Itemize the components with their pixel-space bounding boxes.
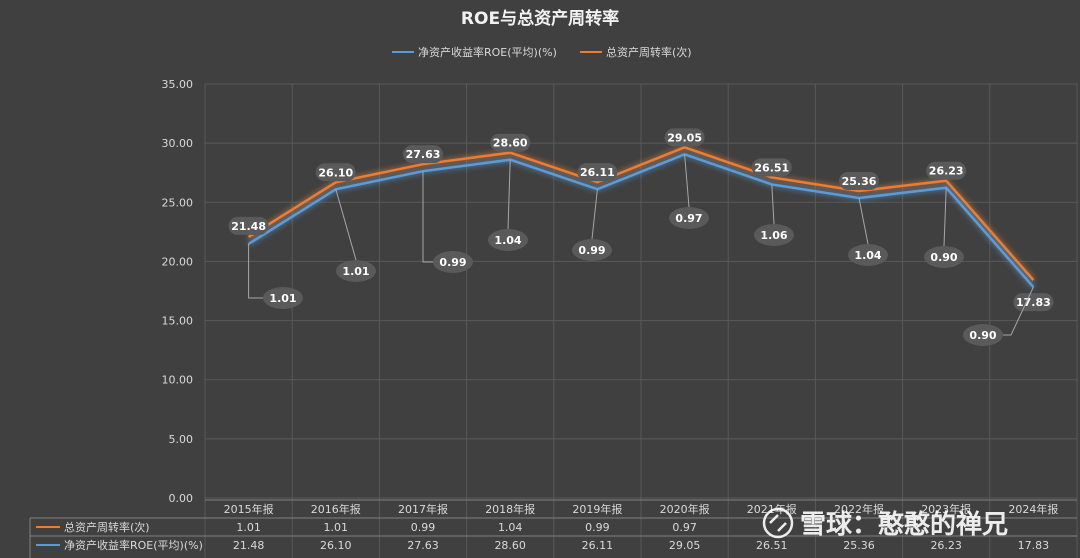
table-cell: 27.63 <box>407 539 439 552</box>
y-tick-label: 15.00 <box>162 315 194 328</box>
turnover-leader-line <box>335 189 357 261</box>
y-tick-label: 25.00 <box>162 196 194 209</box>
turnover-leader-line <box>248 243 263 299</box>
turnover-data-label-box <box>572 239 612 261</box>
table-cell: 0.99 <box>585 521 610 534</box>
roe-data-label-box <box>228 216 269 235</box>
table-cell: 26.10 <box>320 539 352 552</box>
turnover-data-label-box <box>336 260 376 282</box>
series-line-roe <box>247 153 1035 288</box>
series-line-turnover <box>247 146 1035 281</box>
table-cell: 26.23 <box>930 539 962 552</box>
x-category-label: 2023年报 <box>921 502 971 516</box>
turnover-leader-line <box>943 187 947 247</box>
turnover-data-label-box <box>963 324 1003 346</box>
table-cell: 0.99 <box>411 521 436 534</box>
table-cell: 26.11 <box>582 539 614 552</box>
watermark: 雪球：憨憨的禅兄 <box>762 507 1008 540</box>
table-cell: 26.51 <box>756 539 788 552</box>
watermark-logo-mark <box>769 514 787 532</box>
turnover-leader-line <box>1003 286 1034 336</box>
turnover-data-label-box <box>848 244 888 266</box>
chart-title: ROE与总资产周转率 <box>461 8 619 29</box>
turnover-data-label-box <box>488 229 528 251</box>
table-cell: 1.04 <box>498 521 523 534</box>
turnover-leader-line <box>684 154 690 208</box>
turnover-data-label: 0.90 <box>930 251 957 264</box>
turnover-data-label: 0.90 <box>969 329 996 342</box>
y-tick-label: 5.00 <box>169 433 194 446</box>
table-cell: 0.97 <box>672 521 697 534</box>
turnover-leader-line <box>591 189 598 240</box>
roe-data-label-box <box>1013 293 1054 312</box>
turnover-data-label: 0.99 <box>578 244 605 257</box>
x-category-label: 2018年报 <box>485 502 535 516</box>
roe-data-label-box <box>403 145 443 164</box>
roe-data-label: 26.10 <box>318 166 353 179</box>
turnover-data-label: 1.04 <box>494 234 521 247</box>
turnover-data-label: 1.04 <box>854 249 881 262</box>
watermark-text: 雪球：憨憨的禅兄 <box>800 509 1008 540</box>
turnover-data-label: 0.99 <box>439 256 466 269</box>
roe-data-label-box <box>490 133 531 152</box>
turnover-data-label: 1.01 <box>342 265 369 278</box>
turnover-leader-line <box>422 171 433 263</box>
table-row-name: 净资产收益率ROE(平均)(%) <box>64 538 203 552</box>
turnover-data-label-box <box>433 251 473 273</box>
roe-data-label: 17.83 <box>1016 296 1051 309</box>
roe-data-label: 21.48 <box>231 220 266 233</box>
roe-data-label-box <box>577 163 618 182</box>
x-category-label: 2016年报 <box>311 502 361 516</box>
x-category-label: 2024年报 <box>1008 502 1058 516</box>
table-row-name: 总资产周转率(次) <box>64 520 150 534</box>
roe-data-label: 26.11 <box>580 166 615 179</box>
roe-data-label-box <box>926 161 967 180</box>
roe-data-label-box <box>751 158 792 177</box>
roe-data-label: 26.23 <box>929 165 964 178</box>
y-tick-label: 30.00 <box>162 137 194 150</box>
turnover-data-label-box <box>924 246 964 268</box>
y-tick-label: 20.00 <box>162 255 194 268</box>
turnover-leader-line <box>507 159 511 230</box>
table-cell: 28.60 <box>494 539 526 552</box>
y-tick-label: 10.00 <box>162 374 194 387</box>
turnover-data-label: 1.01 <box>269 292 296 305</box>
table-cell: 25.36 <box>843 539 875 552</box>
turnover-data-label-box <box>669 207 709 229</box>
x-category-label: 2021年报 <box>747 502 797 516</box>
turnover-data-label-box <box>263 287 303 309</box>
watermark-logo-icon <box>762 507 794 539</box>
turnover-leader-line <box>858 197 869 245</box>
roe-data-label: 27.63 <box>406 148 441 161</box>
x-category-label: 2015年报 <box>224 502 274 516</box>
roe-data-label: 26.51 <box>754 161 789 174</box>
roe-data-label-box <box>664 128 705 147</box>
table-cell: 21.48 <box>233 539 265 552</box>
x-category-label: 2022年报 <box>834 502 884 516</box>
turnover-data-label: 0.97 <box>675 212 702 225</box>
legend-label-2: 总资产周转率(次) <box>606 45 692 59</box>
turnover-data-label: 1.06 <box>760 229 787 242</box>
turnover-leader-line <box>771 184 775 225</box>
x-category-label: 2020年报 <box>660 502 710 516</box>
turnover-data-label-box <box>754 224 794 246</box>
roe-data-label: 29.05 <box>667 131 702 144</box>
table-cell: 1.01 <box>324 521 349 534</box>
roe-data-label: 25.36 <box>842 175 877 188</box>
x-category-label: 2019年报 <box>572 502 622 516</box>
table-cell: 17.83 <box>1018 539 1050 552</box>
y-tick-label: 0.00 <box>169 492 194 505</box>
roe-data-label: 28.60 <box>493 137 528 150</box>
y-tick-label: 35.00 <box>162 78 194 91</box>
roe-data-label-box <box>839 172 879 191</box>
roe-data-label-box <box>315 163 356 182</box>
legend-label-1: 净资产收益率ROE(平均)(%) <box>418 45 557 59</box>
table-cell: 29.05 <box>669 539 701 552</box>
x-category-label: 2017年报 <box>398 502 448 516</box>
table-cell: 1.01 <box>236 521 261 534</box>
